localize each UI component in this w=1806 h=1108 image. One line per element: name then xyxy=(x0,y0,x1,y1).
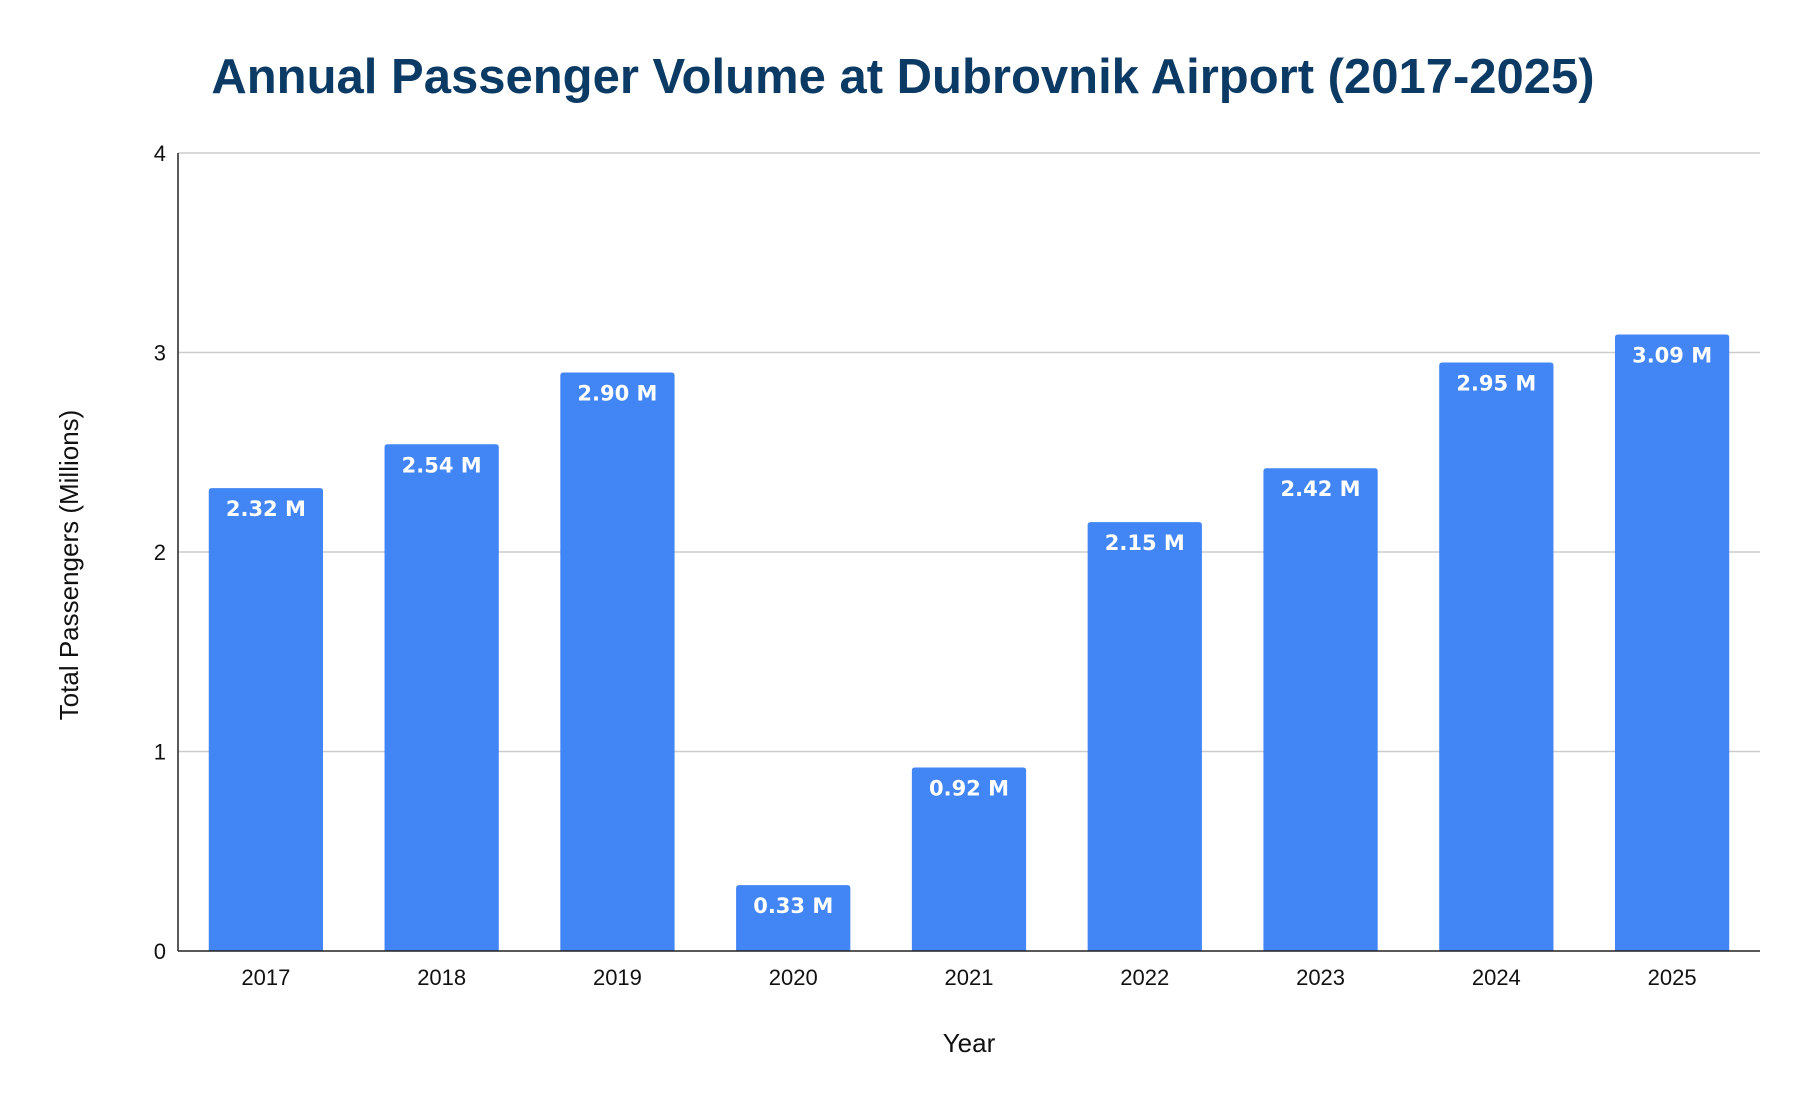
bars xyxy=(208,334,1730,952)
x-tick-label: 2024 xyxy=(1472,965,1521,990)
y-tick-label: 0 xyxy=(154,939,166,964)
x-tick-label: 2021 xyxy=(945,965,994,990)
bar-2019 xyxy=(560,372,675,951)
x-tick-label: 2023 xyxy=(1296,965,1345,990)
y-tick-label: 3 xyxy=(154,341,166,366)
data-label-2021: 0.92 M xyxy=(929,776,1009,800)
bar-2018 xyxy=(384,444,499,951)
data-label-2025: 3.09 M xyxy=(1632,344,1712,368)
bar-2022 xyxy=(1087,522,1202,951)
data-label-2020: 0.33 M xyxy=(753,894,833,918)
chart-title: Annual Passenger Volume at Dubrovnik Air… xyxy=(211,50,1594,104)
bar-2017 xyxy=(208,488,324,951)
x-axis-ticks: 2017 2018 2019 2020 2021 2022 2023 2024 2025 xyxy=(241,965,1696,990)
x-tick-label: 2018 xyxy=(417,965,466,990)
data-label-2019: 2.90 M xyxy=(577,381,657,405)
bar-2025 xyxy=(1614,334,1730,951)
y-tick-label: 4 xyxy=(154,141,166,166)
x-tick-label: 2019 xyxy=(593,965,642,990)
x-axis-title: Year xyxy=(943,1028,996,1058)
y-axis-title: Total Passengers (Millions) xyxy=(54,410,84,721)
data-label-2017: 2.32 M xyxy=(226,497,306,521)
data-labels: 2.32 M 2.54 M 2.90 M 0.33 M 0.92 M 2.15 M 2.42… xyxy=(226,344,1712,919)
bar-2023 xyxy=(1263,468,1378,951)
data-label-2022: 2.15 M xyxy=(1105,531,1185,555)
bar-2020 xyxy=(736,885,851,951)
data-label-2023: 2.42 M xyxy=(1281,477,1361,501)
y-tick-label: 2 xyxy=(154,540,166,565)
y-axis-ticks: 0 1 2 3 4 xyxy=(154,141,166,964)
x-tick-label: 2025 xyxy=(1648,965,1697,990)
x-tick-label: 2017 xyxy=(241,965,290,990)
data-label-2024: 2.95 M xyxy=(1456,371,1536,395)
x-tick-label: 2022 xyxy=(1120,965,1169,990)
y-tick-label: 1 xyxy=(154,740,166,765)
data-label-2018: 2.54 M xyxy=(402,453,482,477)
bar-2024 xyxy=(1439,362,1554,952)
x-tick-label: 2020 xyxy=(769,965,818,990)
bar-2021 xyxy=(911,767,1027,951)
